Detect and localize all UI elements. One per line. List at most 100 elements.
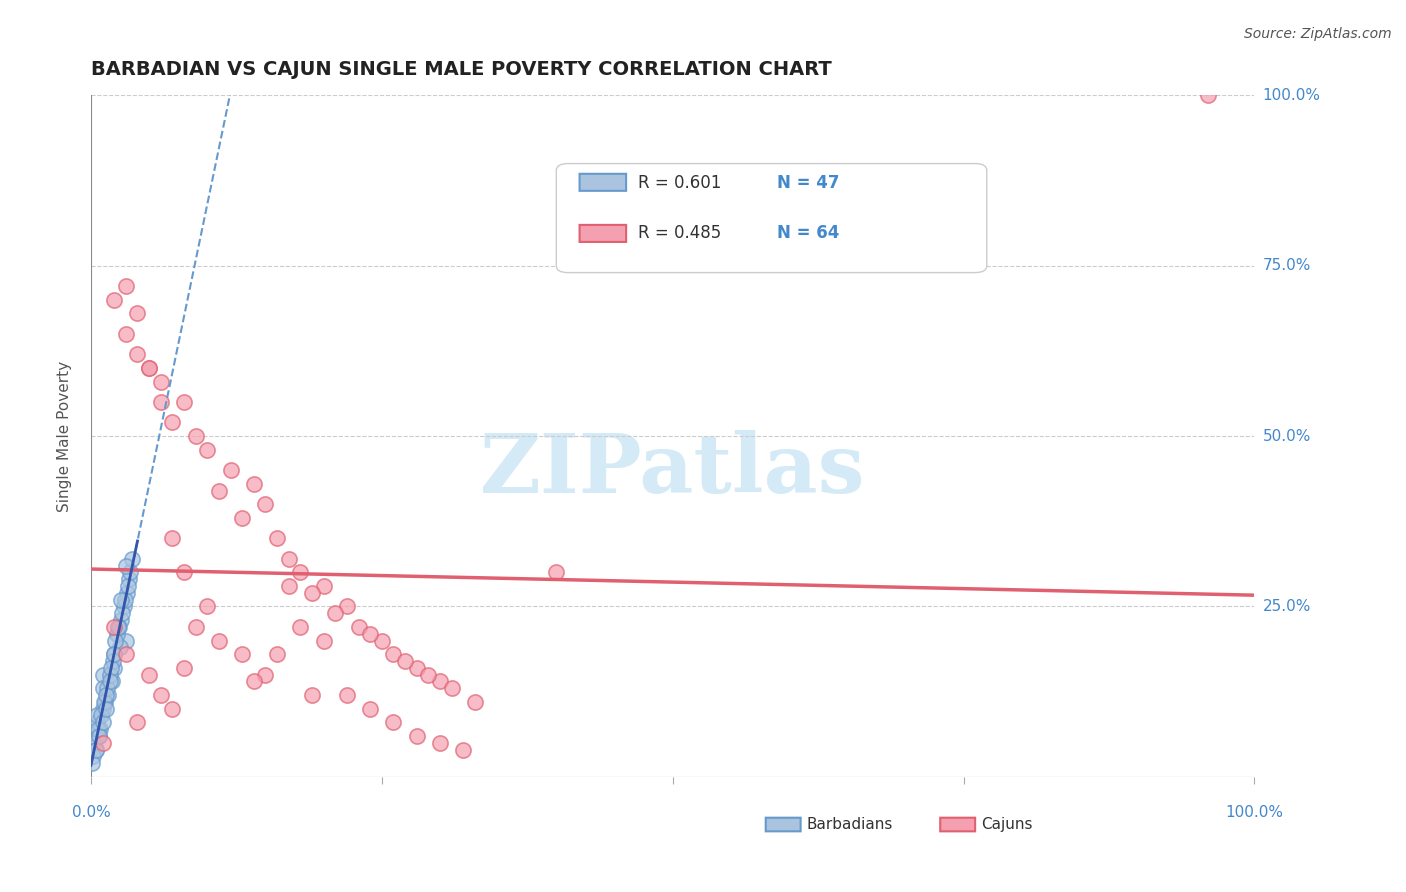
Point xyxy=(103,620,125,634)
Point xyxy=(98,667,121,681)
Point xyxy=(86,715,108,730)
Point xyxy=(254,667,277,681)
Point xyxy=(231,647,253,661)
Point xyxy=(83,736,105,750)
Point xyxy=(149,375,172,389)
Point xyxy=(359,626,381,640)
Point xyxy=(336,688,359,702)
Point xyxy=(312,633,335,648)
Point xyxy=(429,674,451,689)
Point xyxy=(87,722,110,736)
Point xyxy=(114,279,136,293)
Point xyxy=(89,722,111,736)
Point xyxy=(105,626,128,640)
Point xyxy=(394,654,416,668)
Point xyxy=(97,688,120,702)
Point xyxy=(359,701,381,715)
Point xyxy=(107,620,129,634)
Text: Cajuns: Cajuns xyxy=(981,817,1032,832)
Point xyxy=(120,566,142,580)
Point xyxy=(429,736,451,750)
Point xyxy=(82,749,104,764)
Point xyxy=(301,688,323,702)
Point xyxy=(162,416,184,430)
Point xyxy=(91,715,114,730)
Point xyxy=(371,633,394,648)
Text: 25.0%: 25.0% xyxy=(1263,599,1310,614)
Point xyxy=(162,701,184,715)
Point xyxy=(84,742,107,756)
Y-axis label: Single Male Poverty: Single Male Poverty xyxy=(58,360,72,512)
Point xyxy=(1197,88,1219,103)
Point xyxy=(100,661,122,675)
Point xyxy=(243,674,266,689)
Point xyxy=(405,661,427,675)
Point xyxy=(138,361,160,376)
Text: R = 0.485: R = 0.485 xyxy=(638,224,721,242)
Point xyxy=(127,715,149,730)
Point xyxy=(114,592,136,607)
Point xyxy=(114,647,136,661)
Point xyxy=(101,674,124,689)
Point xyxy=(546,566,568,580)
Text: ZIPatlas: ZIPatlas xyxy=(479,430,866,510)
FancyBboxPatch shape xyxy=(766,818,800,831)
Point xyxy=(347,620,370,634)
Point xyxy=(103,647,125,661)
Point xyxy=(127,347,149,361)
Text: 100.0%: 100.0% xyxy=(1263,88,1320,103)
Text: N = 64: N = 64 xyxy=(778,224,839,242)
Text: BARBADIAN VS CAJUN SINGLE MALE POVERTY CORRELATION CHART: BARBADIAN VS CAJUN SINGLE MALE POVERTY C… xyxy=(91,60,832,78)
Point xyxy=(82,756,104,771)
Point xyxy=(149,688,172,702)
FancyBboxPatch shape xyxy=(579,225,626,242)
Point xyxy=(117,579,139,593)
Point xyxy=(91,681,114,696)
Point xyxy=(87,729,110,743)
Point xyxy=(115,586,138,600)
Point xyxy=(243,476,266,491)
Point xyxy=(108,640,131,655)
Point xyxy=(440,681,463,696)
Point xyxy=(336,599,359,614)
Point xyxy=(93,695,115,709)
FancyBboxPatch shape xyxy=(557,163,987,273)
Text: 0.0%: 0.0% xyxy=(72,805,110,820)
Point xyxy=(173,661,195,675)
Point xyxy=(231,511,253,525)
Point xyxy=(219,463,242,477)
Point xyxy=(290,566,312,580)
Point xyxy=(138,667,160,681)
Point xyxy=(266,532,288,546)
Point xyxy=(184,429,207,443)
Point xyxy=(108,620,131,634)
Point xyxy=(114,633,136,648)
Point xyxy=(290,620,312,634)
Point xyxy=(91,701,114,715)
Point xyxy=(91,736,114,750)
Point xyxy=(103,647,125,661)
Point xyxy=(418,667,440,681)
Text: 100.0%: 100.0% xyxy=(1226,805,1284,820)
Point xyxy=(91,667,114,681)
Point xyxy=(110,592,132,607)
Point xyxy=(114,558,136,573)
Point xyxy=(312,579,335,593)
Point xyxy=(277,579,299,593)
Point xyxy=(266,647,288,661)
Point xyxy=(121,551,143,566)
Point xyxy=(301,586,323,600)
Point xyxy=(195,599,218,614)
Point xyxy=(277,551,299,566)
Point xyxy=(149,395,172,409)
Point xyxy=(114,326,136,341)
Point xyxy=(104,633,127,648)
Point xyxy=(173,395,195,409)
Point xyxy=(103,661,125,675)
Point xyxy=(96,681,118,696)
Point xyxy=(94,695,117,709)
Point xyxy=(101,654,124,668)
Text: N = 47: N = 47 xyxy=(778,174,839,192)
Point xyxy=(90,708,112,723)
Point xyxy=(94,688,117,702)
